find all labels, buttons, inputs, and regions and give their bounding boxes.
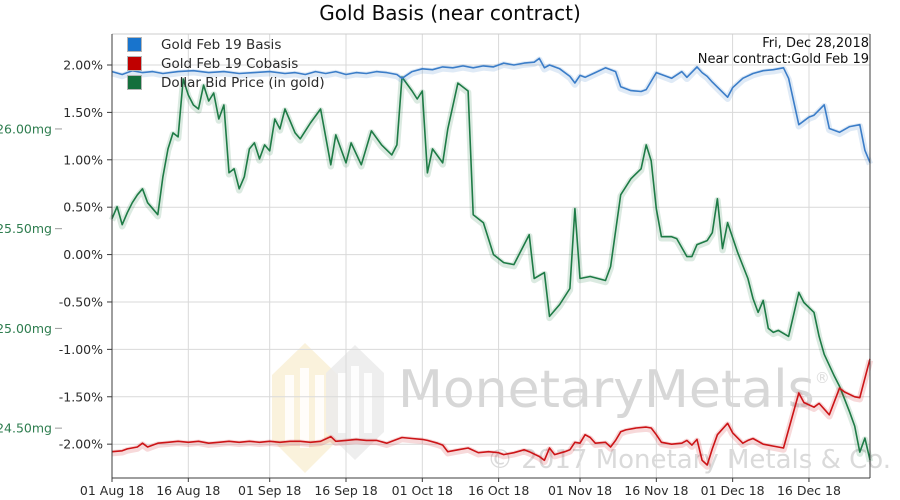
legend-label-cobasis: Gold Feb 19 Cobasis bbox=[161, 55, 299, 72]
date-label: Fri, Dec 28,2018 bbox=[762, 36, 869, 51]
mg-tick-label: 24.50mg bbox=[0, 421, 52, 436]
registered-mark: ® bbox=[814, 369, 830, 387]
legend-item-price[interactable]: Dollar Bid Price (in gold) bbox=[127, 73, 325, 92]
cobasis-line bbox=[111, 358, 871, 466]
basis-line bbox=[111, 57, 871, 163]
chart-legend: Gold Feb 19 Basis Gold Feb 19 Cobasis Doll… bbox=[127, 35, 325, 92]
legend-swatch-price bbox=[127, 75, 142, 90]
percent-tick-label: 1.50% bbox=[63, 105, 103, 120]
mg-tick-label: 26.00mg bbox=[0, 121, 52, 136]
monetary-metals-logo bbox=[272, 343, 384, 473]
percent-tick-label: -1.50% bbox=[59, 389, 103, 404]
x-tick-label: 16 Oct 18 bbox=[468, 483, 529, 498]
mg-tick-label: 25.50mg bbox=[0, 221, 52, 236]
x-tick-label: 16 Dec 18 bbox=[777, 483, 841, 498]
mg-tick-label: 25.00mg bbox=[0, 321, 52, 336]
percent-tick-label: -1.00% bbox=[59, 342, 103, 357]
legend-swatch-cobasis bbox=[127, 56, 142, 71]
legend-item-basis[interactable]: Gold Feb 19 Basis bbox=[127, 35, 325, 54]
x-tick-label: 16 Aug 18 bbox=[156, 483, 220, 498]
legend-item-cobasis[interactable]: Gold Feb 19 Cobasis bbox=[127, 54, 325, 73]
x-tick-label: 01 Nov 18 bbox=[548, 483, 612, 498]
x-tick-label: 01 Sep 18 bbox=[238, 483, 301, 498]
price-line bbox=[111, 76, 871, 461]
watermark-copyright: © 2017 Monetary Metals & Co. bbox=[487, 445, 891, 475]
percent-tick-label: 0.00% bbox=[63, 247, 103, 262]
contract-label: Near contract:Gold Feb 19 bbox=[697, 52, 869, 67]
percent-tick-label: 2.00% bbox=[63, 57, 103, 72]
cobasis-line-glow bbox=[111, 359, 874, 470]
legend-label-price: Dollar Bid Price (in gold) bbox=[161, 74, 325, 91]
chart-title: Gold Basis (near contract) bbox=[319, 1, 581, 25]
watermark-brand: MonetaryMetals® bbox=[398, 360, 830, 420]
chart-header-info: Fri, Dec 28,2018 Near contract:Gold Feb … bbox=[698, 36, 869, 68]
x-tick-label: 16 Sep 18 bbox=[314, 483, 377, 498]
basis-line-glow bbox=[111, 56, 874, 166]
x-tick-label: 01 Aug 18 bbox=[80, 483, 144, 498]
legend-swatch-basis bbox=[127, 37, 142, 52]
percent-tick-label: -2.00% bbox=[59, 437, 103, 452]
x-tick-label: 16 Nov 18 bbox=[624, 483, 688, 498]
percent-tick-label: -0.50% bbox=[59, 294, 103, 309]
legend-label-basis: Gold Feb 19 Basis bbox=[161, 36, 282, 53]
percent-tick-label: 0.50% bbox=[63, 200, 103, 215]
x-tick-label: 01 Oct 18 bbox=[392, 483, 453, 498]
x-tick-label: 01 Dec 18 bbox=[701, 483, 765, 498]
percent-tick-label: 1.00% bbox=[63, 152, 103, 167]
